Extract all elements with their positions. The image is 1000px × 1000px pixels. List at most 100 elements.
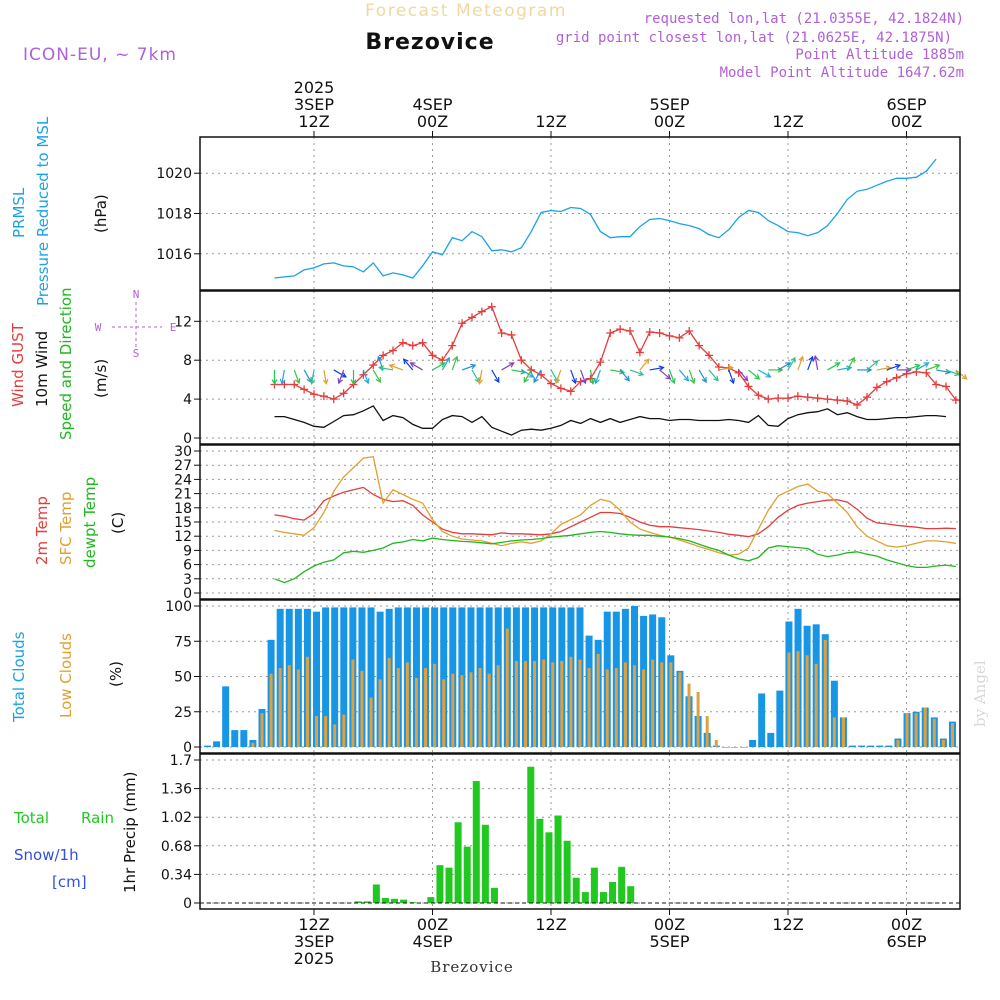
precip-bar: [391, 898, 399, 903]
y-tick-label: 1020: [156, 166, 192, 182]
wind-arrow: [554, 369, 562, 385]
total-clouds-label: Total Clouds: [10, 631, 28, 723]
wind-arrow: [461, 363, 477, 371]
wind-line: [274, 405, 947, 436]
wind-arrow-head: [340, 372, 347, 378]
precip-snow-label: Snow/1h: [14, 846, 79, 864]
gust-marker: [695, 341, 704, 350]
wind-arrow-shaft: [814, 356, 819, 371]
low-cloud-bar: [333, 724, 337, 747]
low-cloud-bar: [342, 714, 346, 747]
gust-marker: [369, 361, 378, 370]
y-tick-label: 0: [183, 740, 192, 756]
gust-marker: [843, 397, 852, 406]
wind-arrow-head: [508, 362, 515, 368]
gust-marker: [418, 338, 427, 347]
low-cloud-bar: [714, 739, 718, 747]
total-cloud-bar: [876, 745, 884, 747]
gust-marker: [813, 394, 822, 403]
precip-bar: [527, 766, 535, 903]
wind-arrow-shaft: [293, 369, 300, 384]
wind-arrow-head: [533, 377, 539, 384]
temp-line: [274, 530, 956, 584]
low-cloud-bar: [614, 668, 618, 747]
wind-arrow-shaft: [333, 369, 347, 378]
precip-bar: [481, 824, 489, 903]
low-clouds-label: Low Clouds: [57, 633, 75, 718]
wind-arrow-shaft: [338, 369, 345, 384]
gust-marker: [329, 395, 338, 404]
gust-marker: [655, 328, 664, 337]
wind-arrow: [718, 365, 734, 372]
wind-arrow: [523, 369, 532, 384]
wind-arrow-head: [350, 379, 357, 386]
y-tick-label: 30: [174, 444, 192, 460]
wind-arrow-head: [713, 375, 719, 382]
gust-marker: [932, 380, 941, 389]
clouds-unit: (%): [107, 661, 125, 687]
gust-marker: [448, 341, 457, 350]
gust-marker: [458, 319, 467, 328]
wind-arrow-shaft: [668, 369, 675, 384]
gust-marker: [547, 379, 555, 388]
wind-arrow-head: [589, 378, 596, 385]
gust-marker: [764, 395, 773, 404]
y-tick-label: 0.34: [161, 867, 192, 883]
wind-arrow-head: [439, 362, 446, 368]
wind-arrow: [322, 369, 329, 385]
wind-arrow-shaft: [748, 369, 760, 380]
wind-arrow-head: [813, 354, 819, 362]
wind-arrow-head: [554, 378, 561, 385]
wind-arrow-shaft: [678, 369, 689, 382]
gust-marker: [487, 302, 496, 311]
total-cloud-bar: [213, 741, 221, 747]
wind-arrow: [813, 354, 819, 371]
precip-bar: [536, 818, 544, 903]
low-cloud-bar: [287, 665, 291, 747]
wind-arrow-head: [452, 355, 459, 362]
wind-arrow: [846, 356, 855, 371]
gust-marker: [823, 395, 832, 404]
gust-marker: [398, 338, 407, 347]
total-cloud-bar: [885, 745, 893, 747]
panel-frame: [199, 136, 961, 291]
low-cloud-bar: [514, 660, 518, 747]
compass-rose: N S W E: [95, 288, 177, 360]
low-cloud-bar: [560, 660, 564, 747]
gust-marker: [774, 394, 783, 403]
total-cloud-bar: [749, 739, 757, 747]
gust-marker: [833, 396, 842, 405]
wind-arrow-head: [376, 355, 383, 362]
temp-unit: (C): [109, 512, 127, 534]
total-cloud-bar: [222, 686, 230, 747]
wind-arrow: [668, 369, 676, 385]
low-cloud-bar: [832, 717, 836, 747]
wind-arrow-shaft: [570, 369, 577, 384]
grid-point-coords: grid point closest lon,lat (21.0625E, 42…: [556, 30, 952, 46]
footer-location: Brezovice: [430, 958, 514, 976]
low-cloud-bar: [696, 692, 700, 747]
wind-arrow-shaft: [555, 369, 562, 384]
low-cloud-bar: [269, 673, 273, 747]
y-tick-label: 100: [165, 599, 192, 615]
gust-marker: [310, 390, 318, 399]
precip-bar: [454, 822, 462, 903]
wind-arrow-head: [777, 367, 784, 373]
panel-frame: [199, 444, 961, 600]
y-tick-label: 12: [174, 529, 192, 545]
gust-marker: [556, 384, 565, 393]
total-cloud-bar: [313, 611, 321, 747]
wind-arrow-shaft: [807, 356, 814, 371]
wind-arrow-shaft: [926, 364, 940, 371]
wind-arrow-head: [377, 365, 385, 372]
gust-marker: [626, 327, 634, 336]
y-tick-label: 1.36: [161, 782, 192, 798]
wind-arrow-head: [364, 378, 370, 385]
wind-arrow-shaft: [797, 356, 804, 371]
low-cloud-bar: [451, 673, 455, 747]
top-time-label: 00Z: [891, 112, 922, 131]
wind-arrow: [451, 355, 459, 371]
total-cloud-bar: [204, 745, 211, 747]
wind-arrow: [293, 369, 301, 385]
